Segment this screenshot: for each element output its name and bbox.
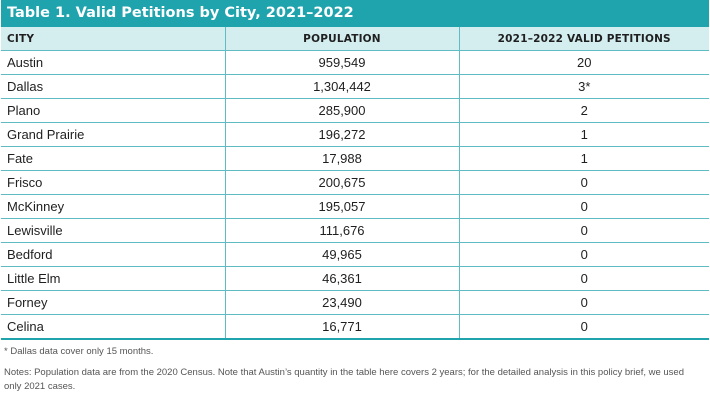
table-row: Austin 959,549 20 — [1, 50, 709, 75]
cell-city: Bedford — [1, 242, 226, 267]
cell-city: Dallas — [1, 74, 226, 99]
petitions-table-figure: Table 1. Valid Petitions by City, 2021–2… — [1, 0, 709, 394]
cell-city: McKinney — [1, 194, 226, 219]
cell-petitions: 0 — [459, 314, 709, 340]
cell-petitions: 20 — [459, 50, 709, 75]
table-row: Fate 17,988 1 — [1, 146, 709, 171]
cell-city: Grand Prairie — [1, 122, 226, 147]
cell-population: 959,549 — [225, 50, 460, 75]
cell-city: Forney — [1, 290, 226, 315]
table-row: Celina 16,771 0 — [1, 314, 709, 340]
cell-petitions: 2 — [459, 98, 709, 123]
table-header-row: CITY POPULATION 2021–2022 VALID PETITION… — [1, 27, 709, 51]
cell-population: 1,304,442 — [225, 74, 460, 99]
cell-population: 46,361 — [225, 266, 460, 291]
cell-petitions: 1 — [459, 146, 709, 171]
table-title: Table 1. Valid Petitions by City, 2021–2… — [1, 0, 709, 27]
footnote: * Dallas data cover only 15 months. — [4, 346, 154, 357]
table-row: Grand Prairie 196,272 1 — [1, 122, 709, 147]
cell-population: 49,965 — [225, 242, 460, 267]
cell-petitions: 1 — [459, 122, 709, 147]
cell-city: Celina — [1, 314, 226, 340]
cell-population: 195,057 — [225, 194, 460, 219]
cell-petitions: 0 — [459, 242, 709, 267]
cell-petitions: 0 — [459, 218, 709, 243]
cell-population: 111,676 — [225, 218, 460, 243]
cell-petitions: 0 — [459, 194, 709, 219]
table-row: Frisco 200,675 0 — [1, 170, 709, 195]
cell-population: 285,900 — [225, 98, 460, 123]
cell-city: Little Elm — [1, 266, 226, 291]
table-row: Forney 23,490 0 — [1, 290, 709, 315]
cell-petitions: 0 — [459, 290, 709, 315]
cell-city: Austin — [1, 50, 226, 75]
cell-petitions: 0 — [459, 170, 709, 195]
notes: Notes: Population data are from the 2020… — [4, 367, 684, 392]
table-row: Little Elm 46,361 0 — [1, 266, 709, 291]
table-row: Lewisville 111,676 0 — [1, 218, 709, 243]
cell-petitions: 3* — [459, 74, 709, 99]
column-header-petitions: 2021–2022 VALID PETITIONS — [459, 27, 709, 51]
table-row: Plano 285,900 2 — [1, 98, 709, 123]
cell-population: 16,771 — [225, 314, 460, 340]
cell-population: 196,272 — [225, 122, 460, 147]
column-header-city: CITY — [1, 27, 226, 51]
cell-population: 200,675 — [225, 170, 460, 195]
petitions-table: CITY POPULATION 2021–2022 VALID PETITION… — [1, 27, 709, 340]
cell-population: 17,988 — [225, 146, 460, 171]
table-body: Austin 959,549 20 Dallas 1,304,442 3* Plano 285… — [1, 50, 709, 340]
cell-city: Frisco — [1, 170, 226, 195]
cell-population: 23,490 — [225, 290, 460, 315]
cell-petitions: 0 — [459, 266, 709, 291]
table-row: McKinney 195,057 0 — [1, 194, 709, 219]
cell-city: Fate — [1, 146, 226, 171]
cell-city: Lewisville — [1, 218, 226, 243]
table-row: Bedford 49,965 0 — [1, 242, 709, 267]
cell-city: Plano — [1, 98, 226, 123]
table-row: Dallas 1,304,442 3* — [1, 74, 709, 99]
column-header-population: POPULATION — [225, 27, 460, 51]
